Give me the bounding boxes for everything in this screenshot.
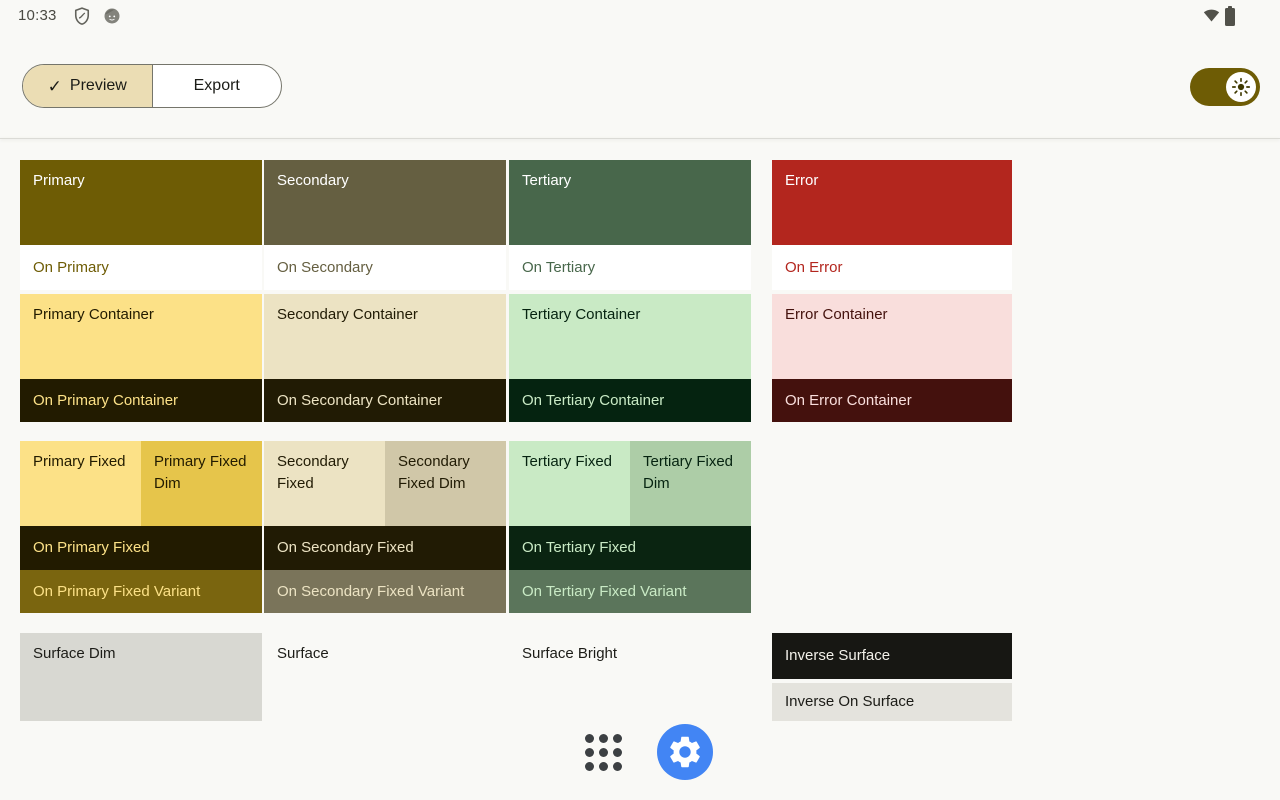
swatch-surface: Surface [264,633,506,721]
swatch-label: On Primary [33,258,109,276]
check-icon: ✓ [47,76,62,96]
preview-button-label: Preview [69,77,127,94]
light-dark-theme-switch[interactable] [1190,68,1260,106]
swatch-on-secondary-fixed: On Secondary Fixed [264,526,506,570]
swatch-primary-fixed-dim: Primary Fixed Dim [141,441,262,526]
light-mode-sun-icon [1231,77,1251,97]
swatch-label: Secondary Fixed [277,453,349,492]
header-divider [0,138,1280,139]
swatch-label: Secondary [277,172,349,189]
swatch-label: Primary [33,172,85,189]
swatch-on-tertiary-fixed-variant: On Tertiary Fixed Variant [509,570,751,613]
swatch-on-primary: On Primary [20,245,262,290]
swatch-label: Primary Fixed [33,453,126,470]
swatch-label: Inverse Surface [785,647,891,665]
swatch-label: On Primary Fixed [33,539,150,557]
switch-thumb [1226,72,1256,102]
swatch-label: Secondary Container [277,306,418,323]
wifi-icon [1202,6,1222,26]
gear-icon [670,736,700,768]
swatch-label: On Tertiary Container [522,391,665,409]
swatch-on-secondary-fixed-variant: On Secondary Fixed Variant [264,570,506,613]
swatch-on-tertiary: On Tertiary [509,245,751,290]
swatch-tertiary-container: Tertiary Container [509,294,751,379]
swatch-label: Tertiary Fixed [522,453,613,470]
swatch-surface-dim: Surface Dim [20,633,262,721]
header-toolbar: ✓ Preview Export [0,60,1280,112]
taskbar [0,724,1280,800]
swatch-on-primary-fixed-variant: On Primary Fixed Variant [20,570,262,613]
swatch-tertiary-fixed: Tertiary Fixed [509,441,630,526]
swatch-on-error-container: On Error Container [772,379,1012,422]
swatch-on-secondary-container: On Secondary Container [264,379,506,422]
secondary-column: Secondary On Secondary Secondary Contain… [264,160,506,730]
swatch-label: On Secondary Fixed Variant [277,582,465,600]
swatch-label: On Primary Fixed Variant [33,582,201,600]
tertiary-column: Tertiary On Tertiary Tertiary Container … [509,160,751,730]
swatch-on-tertiary-container: On Tertiary Container [509,379,751,422]
status-bar: 10:33 [0,0,1280,32]
face-icon [102,6,122,26]
battery-icon [1224,5,1244,26]
primary-column: Primary On Primary Primary Container On … [20,160,262,730]
swatch-secondary-container: Secondary Container [264,294,506,379]
export-button-label: Export [193,77,240,94]
swatch-label: On Tertiary Fixed [522,539,636,557]
swatch-label: Surface [277,645,329,662]
export-button[interactable]: Export [153,65,282,107]
error-column: Error On Error Error Container On Error … [772,160,1012,730]
swatch-secondary-fixed-dim: Secondary Fixed Dim [385,441,506,526]
swatch-label: Inverse On Surface [785,693,915,711]
swatch-label: Primary Fixed Dim [154,453,247,492]
swatch-label: Tertiary Fixed Dim [643,453,734,492]
swatch-label: On Error Container [785,391,912,409]
swatch-label: Error Container [785,306,888,323]
swatch-on-secondary: On Secondary [264,245,506,290]
swatch-label: Tertiary Container [522,306,641,323]
all-apps-icon[interactable] [585,734,622,771]
swatch-label: Primary Container [33,306,154,323]
status-time: 10:33 [18,7,57,24]
swatch-label: On Tertiary Fixed Variant [522,582,687,600]
swatch-surface-bright: Surface Bright [509,633,751,721]
swatch-tertiary-fixed-dim: Tertiary Fixed Dim [630,441,751,526]
swatch-label: Secondary Fixed Dim [398,453,470,492]
swatch-label: On Primary Container [33,391,179,409]
swatch-label: On Secondary Container [277,391,443,409]
swatch-tertiary: Tertiary [509,160,751,245]
privacy-shield-icon [72,6,92,26]
swatch-label: Error [785,172,819,189]
swatch-secondary-fixed: Secondary Fixed [264,441,385,526]
swatch-label: Surface Dim [33,645,116,662]
swatch-on-primary-fixed: On Primary Fixed [20,526,262,570]
view-mode-segmented-button: ✓ Preview Export [22,64,282,108]
swatch-label: On Secondary Fixed [277,539,414,557]
swatch-label: Tertiary [522,172,572,189]
swatch-inverse-surface: Inverse Surface [772,633,1012,679]
swatch-on-primary-container: On Primary Container [20,379,262,422]
swatch-label: On Secondary [277,258,373,276]
swatch-primary: Primary [20,160,262,245]
swatch-label: On Error [785,258,843,276]
color-scheme-grid: Primary On Primary Primary Container On … [0,160,1280,730]
swatch-inverse-on-surface: Inverse On Surface [772,683,1012,721]
preview-button[interactable]: ✓ Preview [23,65,153,107]
swatch-primary-container: Primary Container [20,294,262,379]
swatch-on-tertiary-fixed: On Tertiary Fixed [509,526,751,570]
swatch-error: Error [772,160,1012,245]
swatch-on-error: On Error [772,245,1012,290]
swatch-label: Surface Bright [522,645,618,662]
settings-app-icon[interactable] [657,724,713,780]
swatch-error-container: Error Container [772,294,1012,379]
swatch-label: On Tertiary [522,258,596,276]
swatch-secondary: Secondary [264,160,506,245]
swatch-primary-fixed: Primary Fixed [20,441,141,526]
